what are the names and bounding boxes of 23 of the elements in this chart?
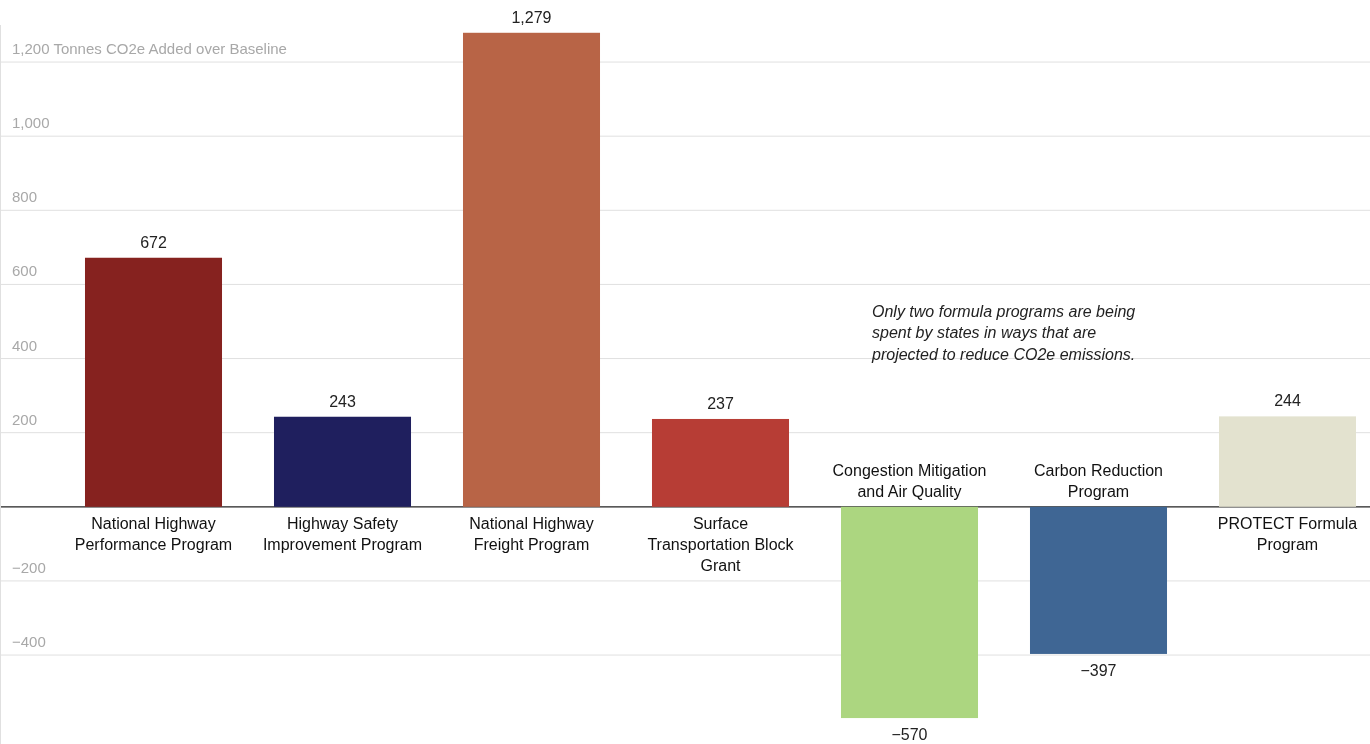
data-label: −570 [891, 726, 928, 744]
y-tick-label: 400 [12, 336, 38, 354]
y-tick-label: 600 [12, 262, 38, 280]
y-tick-label: 200 [12, 410, 38, 428]
data-label: −397 [1080, 661, 1117, 679]
x-tick-label: National Highway Freight Program [469, 514, 594, 554]
x-tick-label: Congestion Mitigation and Air Quality [832, 461, 987, 500]
y-tick-label: 1,000 [12, 114, 50, 132]
y-tick-label: −400 [12, 633, 46, 651]
x-tick-label: Carbon Reduction Program [1034, 461, 1163, 500]
data-label: 672 [140, 233, 167, 251]
y-tick-label: −200 [12, 558, 46, 576]
x-tick-label: National Highway Performance Program [74, 514, 233, 554]
data-label: 237 [707, 394, 734, 412]
x-tick-label: Surface Transportation Block Grant [647, 514, 795, 575]
data-label: 243 [329, 392, 356, 410]
x-tick-label: Highway Safety Improvement Program [262, 514, 423, 554]
y-tick-label: 1,200 Tonnes CO2e Added over Baseline [12, 40, 287, 58]
data-label: 1,279 [511, 8, 552, 26]
x-tick-label: PROTECT Formula Program [1217, 514, 1358, 554]
data-label: 244 [1274, 392, 1301, 410]
annotation: Only two formula programs are being spent by states in ways that are projected to reduce CO2e emissions. [871, 303, 1136, 363]
y-tick-label: 800 [12, 188, 38, 206]
